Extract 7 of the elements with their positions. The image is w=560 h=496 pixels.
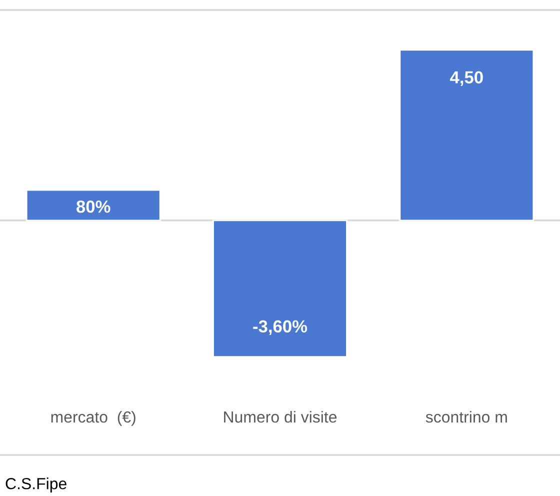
x-tick-label: scontrino m (426, 410, 507, 423)
data-label: 80% (76, 200, 110, 213)
data-label: 4,50 (450, 71, 483, 86)
x-tick-label: Numero di visite (224, 410, 337, 423)
data-label: -3,60% (253, 320, 308, 336)
text: C.S.Fipe (6, 478, 66, 492)
x-tick-label: mercato (€) (51, 410, 136, 426)
